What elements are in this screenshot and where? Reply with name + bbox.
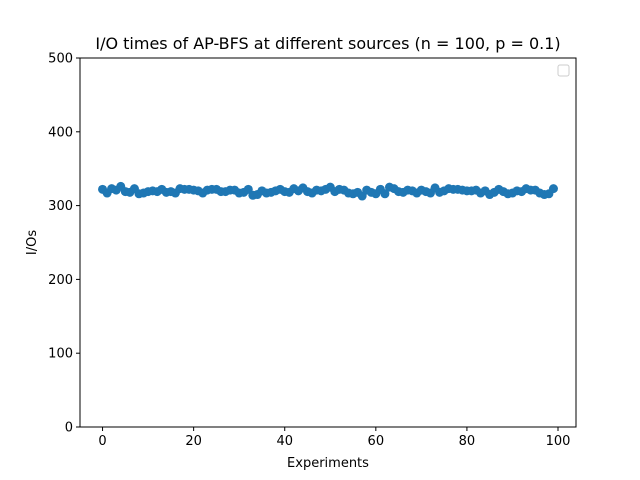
x-axis-label: Experiments	[287, 456, 369, 471]
data-point	[380, 189, 390, 199]
y-axis-label: I/Os	[25, 230, 40, 255]
y-tick-label: 300	[48, 199, 73, 214]
x-tick-label: 40	[276, 434, 293, 449]
data-point	[548, 184, 558, 194]
x-tick-label: 20	[185, 434, 202, 449]
y-tick-label: 400	[48, 125, 73, 140]
y-tick-label: 200	[48, 273, 73, 288]
x-tick-label: 60	[368, 434, 385, 449]
y-tick-label: 100	[48, 347, 73, 362]
legend-box	[557, 64, 570, 77]
x-tick-label: 0	[98, 434, 106, 449]
axis-ticks: 0 20 40 60 80 100 0 100 200 300 400 500	[48, 52, 570, 450]
chart-title: I/O times of AP-BFS at different sources…	[95, 34, 560, 53]
x-tick-label: 80	[459, 434, 476, 449]
y-tick-label: 500	[48, 52, 73, 67]
plot-frame	[79, 57, 577, 428]
y-tick-label: 0	[65, 421, 73, 436]
x-tick-label: 100	[546, 434, 571, 449]
data-points	[98, 181, 558, 201]
